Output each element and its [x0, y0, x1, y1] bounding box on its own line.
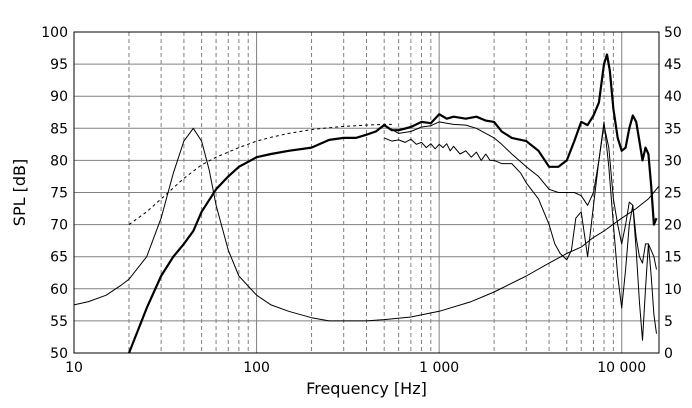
y-tick-label: 60	[50, 282, 68, 298]
thick-response-line-1	[127, 53, 658, 354]
y-tick-label: 100	[41, 25, 68, 41]
dashed-response-line-4	[128, 123, 392, 226]
thin-response-line-2	[383, 121, 657, 270]
y-tick-label: 55	[50, 314, 68, 330]
impedance-series-line-5	[73, 127, 660, 322]
y2-tick-label: 45	[664, 57, 682, 73]
y-tick-label: 85	[50, 121, 68, 137]
x-tick-label: 100	[243, 360, 270, 376]
y2-tick-label: 40	[664, 89, 682, 105]
plot-frame	[73, 31, 660, 354]
x-axis-title: Frequency [Hz]	[306, 379, 427, 398]
x-tick-label: 10	[65, 360, 83, 376]
x-tick-label: 10 000	[597, 360, 646, 376]
y-tick-label: 75	[50, 186, 68, 202]
y-tick-label: 95	[50, 57, 68, 73]
y-tick-label: 65	[50, 250, 68, 266]
y-tick-label: 70	[50, 218, 68, 234]
y-tick-label: 80	[50, 153, 68, 169]
tick-labels: 50 55 60 65 70 75 80 85 90 95 100 0 5 10 15 20 25 30 35 40 4…	[41, 25, 682, 376]
y2-tick-label: 15	[664, 250, 682, 266]
y2-tick-label: 0	[664, 346, 673, 362]
y2-tick-label: 35	[664, 121, 682, 137]
x-tick-label: 1 000	[419, 360, 459, 376]
y-axis-title: SPL [dB]	[10, 159, 29, 226]
y-tick-label: 90	[50, 89, 68, 105]
y2-tick-label: 30	[664, 153, 682, 169]
series-group	[73, 53, 660, 354]
y-tick-label: 50	[50, 346, 68, 362]
y2-tick-label: 50	[664, 25, 682, 41]
thin-response-line-3	[384, 121, 657, 341]
y2-tick-label: 20	[664, 218, 682, 234]
y2-tick-label: 5	[664, 314, 673, 330]
y2-tick-label: 25	[664, 186, 682, 202]
y2-tick-label: 10	[664, 282, 682, 298]
